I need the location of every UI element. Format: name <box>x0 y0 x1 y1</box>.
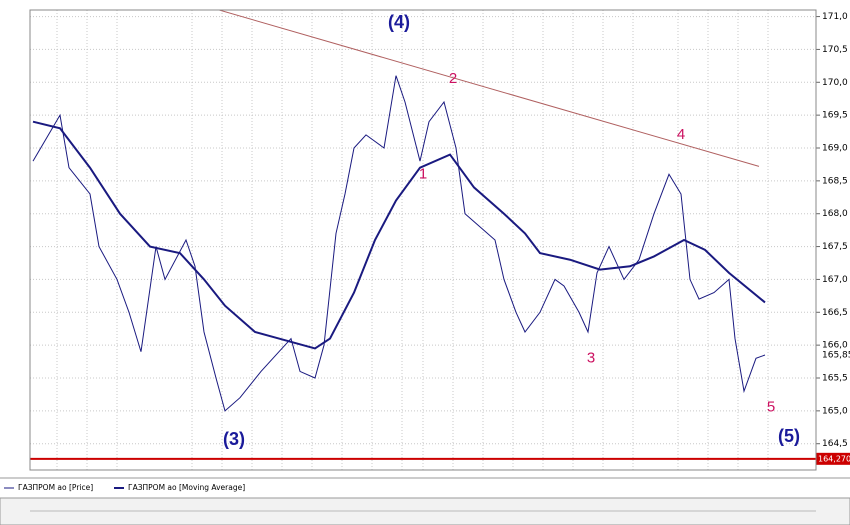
y-tick-label: 167,5 <box>822 242 848 252</box>
y-tick-label: 164,5 <box>822 439 848 449</box>
plot-area <box>30 10 816 460</box>
wave-annotation: 3 <box>587 349 595 366</box>
level-label-box <box>816 452 850 465</box>
plot-frame <box>29 9 817 471</box>
y-tick-label: 169,5 <box>822 111 848 121</box>
wave-annotation: 4 <box>677 126 685 143</box>
y-tick-label: 170,0 <box>822 78 848 88</box>
y-tick-label: 167,0 <box>822 275 848 285</box>
y-tick-label: 165,0 <box>822 406 848 416</box>
legend-label: ГАЗПРОМ ао [Moving Average] <box>128 483 245 492</box>
wave-annotation: (3) <box>223 429 245 449</box>
y-tick-label: 171,0 <box>822 12 848 22</box>
series-line <box>32 120 766 350</box>
wave-annotation: (4) <box>388 12 410 32</box>
y-tick-label: 169,0 <box>822 144 848 154</box>
wave-annotation: 5 <box>767 399 775 416</box>
wave-annotation: (5) <box>778 426 800 446</box>
y-tick-label: 166,5 <box>822 308 848 318</box>
wave-annotation: 1 <box>419 165 427 182</box>
y-tick-label: 168,5 <box>822 176 848 186</box>
last-price-box <box>817 349 849 361</box>
trendline <box>217 10 760 167</box>
y-tick-label: 166,0 <box>822 341 848 351</box>
level-label: 164,270 <box>818 454 850 463</box>
legend-label: ГАЗПРОМ ао [Price] <box>18 483 93 492</box>
y-tick-label: 165,5 <box>822 374 848 384</box>
y-tick-label: 170,5 <box>822 45 848 55</box>
y-tick-label: 168,0 <box>822 209 848 219</box>
last-price-label: 165,85 <box>822 351 850 361</box>
wave-annotation: 2 <box>449 70 457 87</box>
